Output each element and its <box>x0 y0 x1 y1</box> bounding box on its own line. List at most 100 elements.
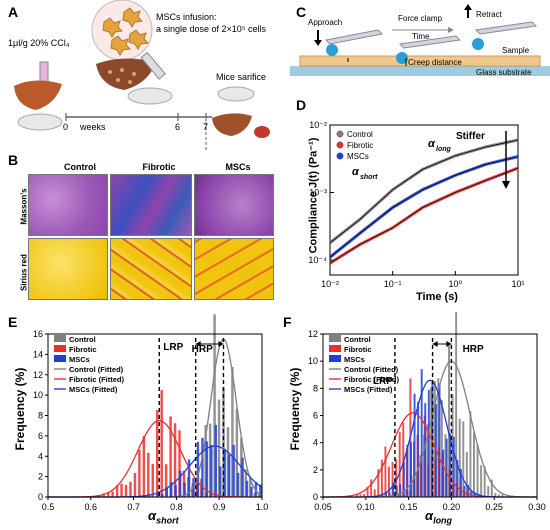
f-bar-mscs <box>427 389 430 497</box>
e-bar-mscs <box>245 480 249 497</box>
e-hrp-arrow-left <box>195 341 201 347</box>
f-bar-mscs <box>424 403 427 497</box>
d-legend-marker <box>336 141 344 149</box>
d-legend-label: MSCs <box>347 152 369 161</box>
e-xtick-label: 0.9 <box>213 502 226 512</box>
panel-label-e: E <box>8 314 18 330</box>
f-bar-mscs <box>463 485 466 497</box>
e-bar-mscs <box>187 459 191 497</box>
e-bar-mscs <box>241 457 244 497</box>
panel-label-a: A <box>8 4 19 20</box>
f-bar-mscs <box>456 460 459 497</box>
e-legend-label: Fibrotic (Fitted) <box>69 375 124 384</box>
f-bar-control <box>440 400 443 497</box>
f-bar-mscs <box>438 383 441 497</box>
panel-d: D 10⁻² 10⁻¹ 10⁰ 10¹ 10⁻² 10⁻³ 10⁻⁴ Control Fibro… <box>290 95 550 310</box>
e-bar-mscs <box>259 484 262 497</box>
panel-c: C Approach Force clamp Time Retract Samp… <box>290 0 550 90</box>
d-xtick-label: 10¹ <box>511 279 524 289</box>
f-bar-control <box>501 493 504 497</box>
f-legend-label: Fibrotic (Fitted) <box>344 375 399 384</box>
syringe-icon-2 <box>140 51 166 80</box>
e-ytick-label: 14 <box>33 349 43 359</box>
mouse-icon-3 <box>217 86 255 102</box>
timeline-unit: weeks <box>80 122 106 132</box>
f-ytick-label: 6 <box>313 411 318 421</box>
e-xlabel-sub: short <box>156 515 179 526</box>
col-header-control: Control <box>64 162 96 172</box>
histology-sirius-mscs <box>194 238 274 300</box>
e-ytick-label: 8 <box>38 411 43 421</box>
e-xlabel-symbol: α <box>148 508 157 523</box>
f-bar-control <box>455 312 458 497</box>
sacrifice-text: Mice sarifice <box>216 72 267 82</box>
label-force-clamp: Force clamp <box>398 14 443 23</box>
f-legend-label: MSCs (Fitted) <box>344 385 393 394</box>
f-xtick-label: 0.05 <box>314 502 332 512</box>
f-bar-fibrotic <box>373 489 376 497</box>
chart-alpha-short: 0.5 0.6 0.7 0.8 0.9 1.0 0 2 4 6 8 10 12 14 16 LRP HRP Con… <box>33 314 269 512</box>
e-bar-fibrotic <box>151 463 154 497</box>
f-bar-fibrotic <box>398 431 401 497</box>
label-approach: Approach <box>308 18 343 27</box>
e-ytick-label: 16 <box>33 329 43 339</box>
panel-b: B Control Fibrotic MSCs Masson's Sirius … <box>0 150 290 300</box>
panel-label-c: C <box>296 4 307 20</box>
msc-cells <box>102 7 150 56</box>
f-bar-control <box>437 378 440 497</box>
histology-masson-fibrotic <box>110 174 192 236</box>
f-fit-mscs <box>323 379 537 498</box>
glass-substrate <box>290 66 550 76</box>
e-xtick-label: 1.0 <box>256 502 269 512</box>
e-bar-fibrotic <box>147 452 150 497</box>
f-ytick-label: 0 <box>313 492 318 502</box>
d-annot-stiffer: Stiffer <box>456 131 485 142</box>
f-lrp-label: LRP <box>373 376 393 387</box>
e-legend-label: Control (Fitted) <box>69 365 124 374</box>
d-legend-marker <box>336 130 344 138</box>
chart-compliance: 10⁻² 10⁻¹ 10⁰ 10¹ 10⁻² 10⁻³ 10⁻⁴ Control Fibroti… <box>308 120 524 289</box>
f-bar-mscs <box>459 469 462 497</box>
label-glass-substrate: Glass substrate <box>476 68 532 77</box>
f-xtick-label: 0.20 <box>443 502 461 512</box>
e-bar-mscs <box>178 470 182 497</box>
d-fit-mscs <box>329 156 519 258</box>
f-bar-control <box>483 466 486 497</box>
e-xtick-label: 0.5 <box>42 502 55 512</box>
e-hrp-label: HRP <box>192 344 213 355</box>
f-bar-fibrotic <box>366 486 369 497</box>
panel-f: F 0.05 0.10 0.15 0.20 0.25 0.30 0 2 4 6 8 10 12 LRP HR… <box>275 312 550 530</box>
f-bar-control <box>473 432 475 497</box>
panel-label-b: B <box>8 152 19 168</box>
d-fit-control <box>329 139 519 244</box>
e-bar-fibrotic <box>102 493 105 497</box>
f-bar-mscs <box>388 492 391 497</box>
label-creep-distance: Creep distance <box>408 58 462 67</box>
d-legend-label: Fibrotic <box>347 141 373 150</box>
e-bar-mscs <box>223 448 226 497</box>
f-bar-control <box>426 424 429 497</box>
e-bar-mscs <box>169 482 173 497</box>
liver-icon-fibrotic <box>96 58 156 90</box>
e-bar-fibrotic <box>106 493 110 497</box>
f-bar-mscs <box>410 442 412 497</box>
f-xlabel-symbol: α <box>425 508 434 523</box>
f-bar-control <box>490 479 493 497</box>
chart-alpha-long: 0.05 0.10 0.15 0.20 0.25 0.30 0 2 4 6 8 10 12 LRP HRP C… <box>308 312 546 512</box>
e-legend-swatch <box>54 345 66 352</box>
e-legend-label: MSCs <box>69 355 90 364</box>
f-bar-control <box>469 411 472 497</box>
f-legend-label: MSCs <box>344 355 365 364</box>
d-annot-alpha-short: α <box>352 166 360 178</box>
e-bar-fibrotic <box>133 472 137 497</box>
e-bar-mscs <box>165 487 168 497</box>
e-bar-mscs <box>205 441 209 497</box>
f-ytick-label: 2 <box>313 465 318 475</box>
label-sample: Sample <box>502 46 530 55</box>
histology-sirius-fibrotic <box>110 238 192 300</box>
f-bar-fibrotic <box>391 462 394 497</box>
f-bar-control <box>458 418 461 497</box>
tip-approach <box>326 44 338 56</box>
d-legend-marker <box>336 152 344 160</box>
e-bar-mscs <box>214 424 218 497</box>
